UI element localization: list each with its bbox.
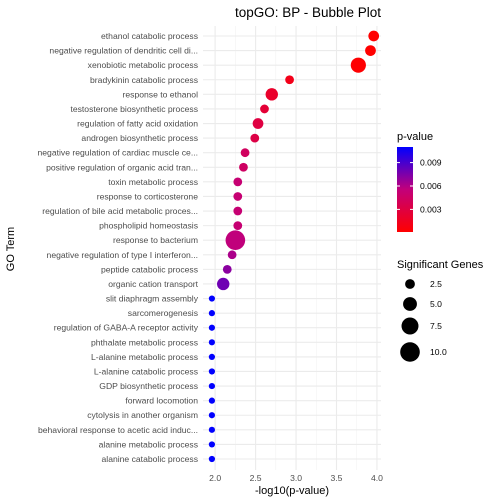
bubble-point <box>208 397 215 404</box>
bubble-point <box>208 353 215 360</box>
y-axis-tick-labels: ethanol catabolic process negative regula… <box>37 31 198 464</box>
size-legend-label: 5.0 <box>430 299 442 309</box>
x-tick-label: 2.0 <box>209 473 221 483</box>
y-tick-label: GDP biosynthetic process <box>99 381 198 391</box>
grid-lines <box>203 26 381 470</box>
y-tick-label: alanine metabolic process <box>99 439 198 449</box>
bubble-point <box>208 455 215 463</box>
bubble-point <box>208 441 215 448</box>
y-tick-label: negative regulation of dendritic cell di… <box>49 46 198 56</box>
size-legend-label: 2.5 <box>430 279 442 289</box>
y-tick-label: regulation of bile acid metabolic proces… <box>42 206 198 216</box>
bubble-point <box>233 177 243 187</box>
bubble-point <box>208 368 215 375</box>
y-tick-label: phthalate metabolic process <box>91 337 198 347</box>
y-tick-label: phospholipid homeostasis <box>99 221 198 231</box>
x-tick-label: 2.5 <box>250 473 262 483</box>
bubble-point <box>217 277 230 291</box>
x-axis-tick-labels: 2.0 2.5 3.0 3.5 4.0 <box>209 473 383 483</box>
bubble-point <box>208 324 215 331</box>
bubble-point <box>250 133 260 143</box>
y-tick-label: androgen biosynthetic process <box>81 133 198 143</box>
color-legend-label: 0.009 <box>420 158 442 168</box>
bubble-point <box>233 192 243 201</box>
y-tick-label: negative regulation of type I interferon… <box>47 250 198 260</box>
y-tick-label: negative regulation of cardiac muscle ce… <box>37 148 198 158</box>
y-tick-label: L-alanine metabolic process <box>91 352 198 362</box>
x-axis-title: -log10(p-value) <box>255 485 329 497</box>
size-legend-label: 10.0 <box>430 347 447 357</box>
bubble-point <box>208 382 215 390</box>
y-tick-label: forward locomotion <box>125 396 198 406</box>
bubble-point <box>225 230 246 251</box>
y-tick-label: response to bacterium <box>113 235 198 245</box>
size-legend-key <box>403 297 417 311</box>
y-tick-label: sarcomerogenesis <box>128 308 198 318</box>
y-tick-label: testosterone biosynthetic process <box>70 104 198 114</box>
bubble-point <box>260 104 269 114</box>
y-tick-label: response to ethanol <box>123 89 199 99</box>
y-tick-label: alanine catabolic process <box>102 454 199 464</box>
bubble-point <box>222 264 232 274</box>
size-legend-key <box>400 342 420 362</box>
chart-title: topGO: BP - Bubble Plot <box>235 5 381 20</box>
bubble-point <box>208 310 215 317</box>
bubble-point <box>239 162 248 172</box>
size-legend-key <box>401 317 419 335</box>
bubble-point <box>208 426 215 433</box>
y-tick-label: organic cation transport <box>108 279 198 289</box>
color-legend-label: 0.003 <box>420 204 442 214</box>
y-tick-label: L-alanine catabolic process <box>94 366 198 376</box>
y-tick-label: ethanol catabolic process <box>101 31 198 41</box>
y-tick-label: slit diaphragm assembly <box>106 294 199 304</box>
y-tick-label: cytolysis in another organism <box>87 410 198 420</box>
y-tick-label: bradykinin catabolic process <box>90 75 198 85</box>
bubble-point <box>240 148 250 158</box>
size-legend-key <box>405 279 415 289</box>
y-tick-label: positive regulation of organic acid tran… <box>46 162 198 172</box>
color-legend-title: p-value <box>397 131 433 143</box>
bubble-point <box>233 221 243 231</box>
bubble-point <box>365 45 376 56</box>
y-tick-label: regulation of fatty acid oxidation <box>77 119 198 129</box>
color-legend-bar <box>397 147 413 232</box>
bubble-point <box>265 88 278 101</box>
size-legend-title: Significant Genes <box>397 259 484 271</box>
bubble-point <box>208 412 215 419</box>
y-axis-title: GO Term <box>5 227 17 271</box>
y-tick-label: toxin metabolic process <box>108 177 198 187</box>
y-tick-label: peptide catabolic process <box>101 264 198 274</box>
y-tick-label: xenobiotic metabolic process <box>88 60 198 70</box>
bubble-point <box>368 30 380 42</box>
x-tick-label: 3.0 <box>290 473 302 483</box>
bubble-point <box>208 339 215 346</box>
bubble-point <box>208 295 215 302</box>
bubble-point <box>285 75 294 85</box>
bubble-point <box>233 206 243 216</box>
y-tick-label: behavioral response to acetic acid induc… <box>38 425 198 435</box>
x-tick-label: 3.5 <box>331 473 343 483</box>
x-tick-label: 4.0 <box>371 473 383 483</box>
y-tick-label: regulation of GABA-A receptor activity <box>54 323 199 333</box>
bubble-point <box>252 118 264 129</box>
y-tick-label: response to corticosterone <box>97 191 198 201</box>
color-legend-label: 0.006 <box>420 181 442 191</box>
size-legend: Significant Genes 2.5 5.0 7.5 10.0 <box>397 259 484 362</box>
color-legend: p-value 0.009 0.006 0.003 <box>397 131 442 232</box>
size-legend-label: 7.5 <box>430 321 442 331</box>
bubble-points <box>208 30 380 463</box>
bubble-point <box>227 250 237 260</box>
bubble-point <box>350 57 366 73</box>
